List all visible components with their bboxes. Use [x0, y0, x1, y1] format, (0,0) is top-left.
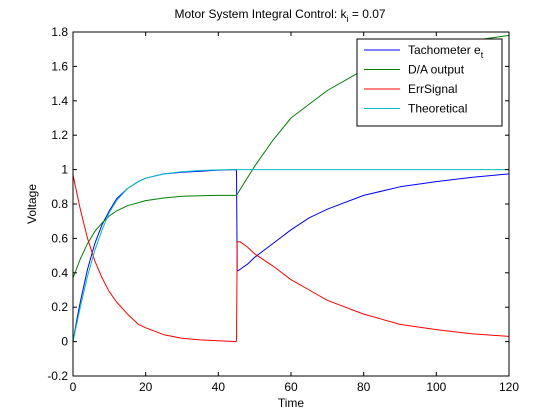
y-axis-label: Voltage: [25, 184, 39, 224]
y-tick-label: 1.2: [51, 128, 68, 142]
series-line-3: [72, 169, 509, 342]
legend-label-3: Theoretical: [408, 102, 467, 116]
chart-title: Motor System Integral Control: ki = 0.07: [174, 7, 385, 24]
legend-label-2: ErrSignal: [408, 82, 457, 96]
y-tick-label: -0.2: [47, 369, 68, 383]
legend-label-text: Theoretical: [408, 102, 467, 116]
x-tick-label: 60: [284, 380, 298, 394]
x-tick-label: 40: [212, 380, 226, 394]
legend-label-0: Tachometer et: [408, 43, 484, 60]
y-tick-label: 1: [61, 163, 68, 177]
x-tick-label: 20: [139, 380, 153, 394]
series-line-2: [72, 174, 510, 343]
y-tick-label: 1.6: [51, 59, 68, 73]
chart-title-subscript: i: [347, 14, 349, 24]
y-tick-label: 0.8: [51, 197, 68, 211]
y-tick-label: 1.8: [51, 25, 68, 39]
y-tick-label: 0: [61, 335, 68, 349]
legend: Tachometer et D/A output ErrSignal Theoreti…: [356, 38, 503, 127]
legend-label-1: D/A output: [408, 63, 465, 77]
legend-box: [356, 38, 503, 127]
y-tick-label: 0.4: [51, 266, 68, 280]
y-tick-label: 0.6: [51, 231, 68, 245]
x-axis-label: Time: [278, 396, 305, 410]
y-tick-label: 1.4: [51, 94, 68, 108]
y-tick-label: 0.2: [51, 300, 68, 314]
legend-label-text: Tachometer e: [408, 43, 481, 57]
chart-title-main: Motor System Integral Control: k: [174, 7, 347, 21]
x-tick-label: 80: [357, 380, 371, 394]
legend-label-text: D/A output: [408, 63, 465, 77]
chart-title-suffix: = 0.07: [349, 7, 386, 21]
x-tick-label: 120: [499, 380, 519, 394]
x-tick-label: 0: [70, 380, 77, 394]
ticks-layer: 0 20 40 60 80 100 120-0.200.20.40.60.811.21.41…: [47, 25, 519, 394]
legend-items: Tachometer et D/A output ErrSignal Theoreti…: [364, 43, 484, 116]
legend-label-text: ErrSignal: [408, 82, 457, 96]
legend-label-subscript: t: [481, 50, 484, 60]
x-tick-label: 100: [426, 380, 446, 394]
